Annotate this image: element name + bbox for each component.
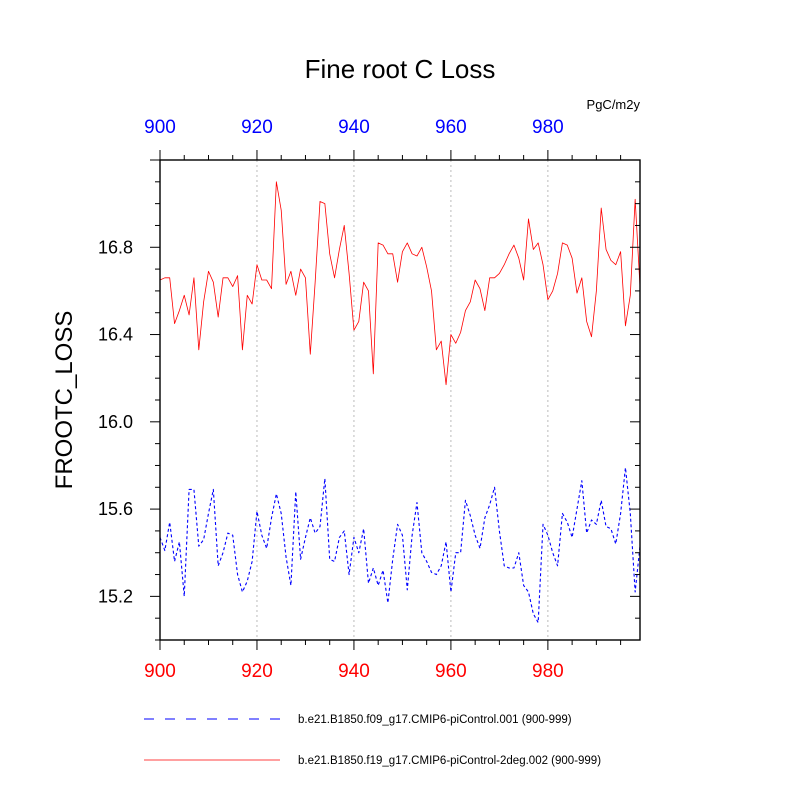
x-tick-label-bottom-920: 920 bbox=[241, 661, 273, 682]
y-tick-label-4: 16.8 bbox=[98, 237, 133, 257]
plot-frame bbox=[159, 159, 641, 641]
y-axis-label: FROOTC_LOSS bbox=[51, 311, 78, 490]
x-tick-label-bottom-960: 960 bbox=[435, 661, 467, 682]
x-tick-label-top-980: 980 bbox=[532, 117, 564, 138]
x-tick-label-top-960: 960 bbox=[435, 117, 467, 138]
x-tick-label-bottom-940: 940 bbox=[338, 661, 370, 682]
series-line-0 bbox=[159, 181, 641, 386]
units-label: PgC/m2y bbox=[587, 97, 641, 112]
x-tick-label-top-900: 900 bbox=[144, 117, 176, 138]
x-tick-label-bottom-980: 980 bbox=[532, 661, 564, 682]
x-tick-label-top-920: 920 bbox=[241, 117, 273, 138]
legend-label-1: b.e21.B1850.f19_g17.CMIP6-piControl-2deg… bbox=[298, 755, 601, 767]
series-layer bbox=[159, 181, 641, 624]
y-tick-label-0: 15.2 bbox=[98, 586, 133, 606]
legend: b.e21.B1850.f09_g17.CMIP6-piControl.001 … bbox=[144, 714, 601, 767]
y-tick-label-1: 15.6 bbox=[98, 499, 133, 519]
axes: 900 900 920 920 940 940 960 960 980 980 15.2 15.6 16… bbox=[98, 117, 641, 682]
y-tick-label-2: 16.0 bbox=[98, 412, 133, 432]
x-tick-label-top-940: 940 bbox=[338, 117, 370, 138]
legend-label-0: b.e21.B1850.f09_g17.CMIP6-piControl.001 … bbox=[298, 714, 572, 726]
series-line-1 bbox=[159, 467, 641, 624]
y-tick-label-3: 16.4 bbox=[98, 325, 133, 345]
x-tick-label-bottom-900: 900 bbox=[144, 661, 176, 682]
chart-title: Fine root C Loss bbox=[305, 54, 496, 84]
grid bbox=[256, 160, 549, 640]
